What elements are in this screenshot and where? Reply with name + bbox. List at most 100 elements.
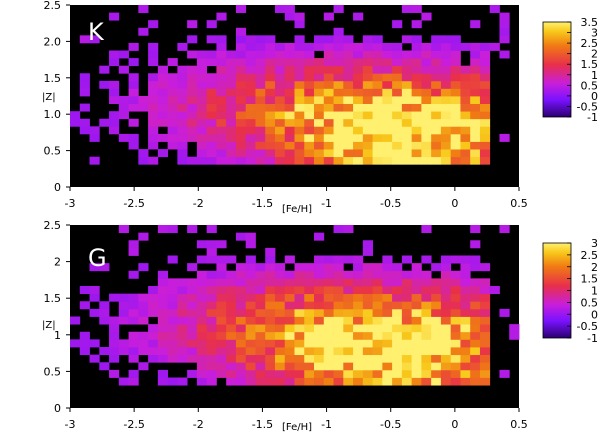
heatmap-cell [479, 149, 491, 158]
heatmap-cell [226, 331, 237, 340]
heatmap-cell [401, 88, 413, 97]
heatmap-cell [499, 12, 510, 21]
heatmap-cell [411, 111, 422, 120]
heatmap-cell [343, 133, 354, 142]
heatmap-cell [99, 80, 110, 89]
heatmap-cell [148, 301, 159, 310]
heatmap-cell [148, 20, 159, 29]
heatmap-cell [157, 347, 169, 356]
heatmap-cell [343, 331, 354, 340]
x-tick-label: -0.5 [380, 197, 401, 210]
colorbar-g [542, 242, 572, 339]
heatmap-cell [382, 141, 393, 150]
heatmap-cell [450, 149, 461, 158]
heatmap-cell [353, 293, 364, 302]
heatmap-cell [460, 141, 471, 150]
heatmap-cell [314, 232, 325, 241]
heatmap-cell [431, 73, 442, 82]
heatmap-cell [353, 73, 364, 82]
heatmap-cell [206, 240, 217, 249]
heatmap-cell [226, 133, 237, 142]
heatmap-cell [460, 339, 471, 348]
heatmap-cell [265, 293, 276, 302]
heatmap-cell [216, 308, 227, 317]
heatmap-cell [245, 263, 256, 272]
heatmap-cell [167, 301, 178, 310]
heatmap-cell [372, 88, 383, 97]
heatmap-cell [401, 286, 413, 295]
heatmap-cell [245, 65, 256, 74]
heatmap-cell [382, 111, 393, 120]
heatmap-cell [304, 80, 315, 89]
heatmap-cell [196, 278, 208, 287]
heatmap-cell [323, 347, 334, 356]
heatmap-cell [470, 240, 481, 249]
heatmap-cell [323, 126, 334, 135]
heatmap-cell [245, 149, 256, 158]
heatmap-cell [411, 50, 422, 59]
heatmap-cell [265, 286, 276, 295]
heatmap-cell [431, 118, 442, 127]
heatmap-cell [294, 278, 305, 287]
heatmap-cell [362, 118, 373, 127]
heatmap-cell [274, 263, 286, 272]
heatmap-cell [314, 255, 325, 264]
heatmap-cell [245, 58, 256, 67]
panel-label-g: G [88, 244, 107, 272]
heatmap-cell [157, 369, 169, 378]
heatmap-cell [333, 286, 344, 295]
heatmap-cell [440, 42, 452, 51]
heatmap-cell [196, 255, 208, 264]
heatmap-cell [411, 339, 422, 348]
heatmap-cell [128, 301, 139, 310]
heatmap-cell [177, 88, 188, 97]
heatmap-cell [109, 316, 120, 325]
heatmap-cell [206, 293, 217, 302]
heatmap-cell [372, 73, 383, 82]
heatmap-cell [226, 80, 237, 89]
heatmap-cell [167, 73, 178, 82]
heatmap-cell [274, 88, 286, 97]
colorbar-tick-label: 2.5 [581, 37, 599, 50]
heatmap-cell [216, 149, 227, 158]
heatmap-cell [411, 362, 422, 371]
colorbar-tick-label: 1 [591, 69, 598, 82]
heatmap-cell [323, 88, 334, 97]
heatmap-cell [216, 126, 227, 135]
heatmap-cell [304, 126, 315, 135]
x-tick-label: -1.5 [252, 418, 273, 431]
heatmap-cell [372, 270, 383, 279]
heatmap-cell [245, 308, 256, 317]
heatmap-cell [421, 316, 432, 325]
heatmap-cell [109, 58, 120, 67]
heatmap-cell [382, 118, 393, 127]
heatmap-cell [99, 316, 110, 325]
heatmap-cell [99, 347, 110, 356]
heatmap-cell [226, 141, 237, 150]
heatmap-cell [187, 301, 198, 310]
heatmap-cell [187, 225, 198, 234]
heatmap-cell [274, 126, 286, 135]
heatmap-cell [128, 354, 139, 363]
heatmap-cell [255, 96, 266, 104]
heatmap-cell [196, 133, 208, 142]
heatmap-cell [148, 58, 159, 67]
heatmap-cell [431, 58, 442, 67]
x-axis-label-k: [Fe/H] [282, 204, 312, 215]
heatmap-cell [362, 126, 373, 135]
panel-label-k: K [88, 18, 105, 46]
heatmap-cell [372, 141, 383, 150]
heatmap-cell [196, 270, 208, 279]
heatmap-cell [362, 377, 373, 386]
heatmap-cell [411, 156, 422, 165]
heatmap-cell [274, 339, 286, 348]
heatmap-cell [216, 35, 227, 44]
heatmap-cell [226, 278, 237, 287]
heatmap-cell [382, 362, 393, 371]
heatmap-cell [421, 73, 432, 82]
heatmap-cell [109, 12, 120, 21]
heatmap-cell [216, 339, 227, 348]
heatmap-cell [284, 255, 295, 264]
heatmap-cell [353, 369, 364, 378]
heatmap-cell [314, 263, 325, 272]
